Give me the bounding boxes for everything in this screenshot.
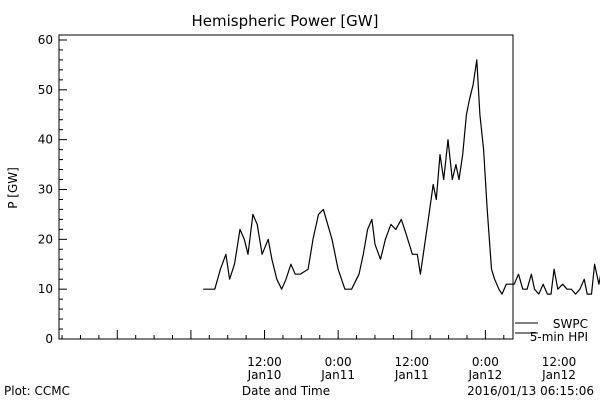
- x-axis: 12:00Jan100:00Jan1112:00Jan110:00Jan1212…: [61, 330, 577, 382]
- y-tick-label: 50: [38, 83, 53, 97]
- x-tick-time-label: 12:00: [394, 355, 429, 369]
- x-tick-time-label: 12:00: [247, 355, 282, 369]
- x-tick-date-label: Jan12: [541, 368, 576, 382]
- plot-area: [58, 34, 514, 340]
- x-tick-date-label: Jan10: [247, 368, 282, 382]
- chart-title: Hemispheric Power [GW]: [192, 12, 379, 30]
- y-tick-label: 30: [38, 182, 53, 196]
- y-tick-label: 0: [45, 332, 53, 346]
- y-tick-label: 40: [38, 133, 53, 147]
- y-axis-label: P [GW]: [6, 167, 20, 209]
- x-tick-time-label: 12:00: [542, 355, 577, 369]
- legend-hpi-label: 5-min HPI: [530, 330, 588, 344]
- y-tick-label: 60: [38, 33, 53, 47]
- x-tick-time-label: 0:00: [325, 355, 352, 369]
- legend: SWPC 5-min HPI: [515, 317, 588, 344]
- y-axis: 0 10 20 30 40 50 60: [38, 33, 67, 346]
- footer-left: Plot: CCMC: [4, 384, 70, 398]
- series-line-hpi: [203, 59, 600, 295]
- y-tick-label: 20: [38, 232, 53, 246]
- x-tick-date-label: Jan12: [468, 368, 503, 382]
- footer-center: Date and Time: [242, 384, 330, 398]
- y-tick-label: 10: [38, 282, 53, 296]
- x-tick-date-label: Jan11: [394, 368, 429, 382]
- legend-swpc-label: SWPC: [553, 317, 588, 331]
- series-layer: [203, 59, 600, 295]
- x-tick-time-label: 0:00: [472, 355, 499, 369]
- x-tick-date-label: Jan11: [320, 368, 355, 382]
- footer-right: 2016/01/13 06:15:06: [467, 384, 594, 398]
